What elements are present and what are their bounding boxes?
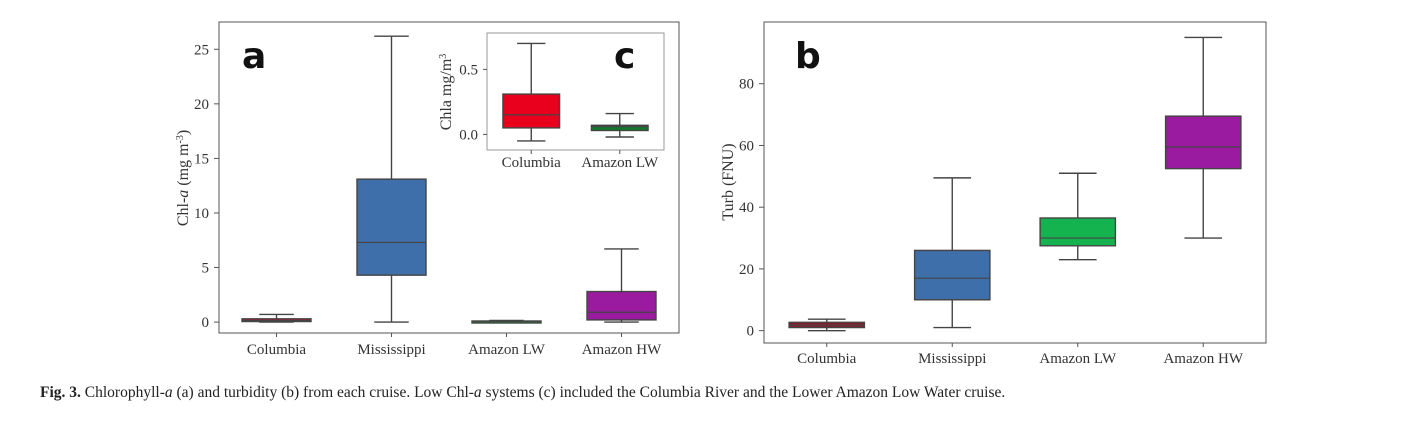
panel-b-ylabel: Turb (FNU) — [720, 143, 737, 220]
panel-a-ytick-label: 5 — [202, 261, 210, 277]
panel-c-ylabel: Chla mg/m3 — [438, 54, 456, 131]
panel-b-xtick-label: Amazon LW — [1039, 351, 1117, 367]
panel-b-ytick-label: 60 — [739, 138, 754, 154]
box-amazon-hw — [1164, 115, 1242, 170]
panel-c-inset: 0.0 0.5 Columbia Amazon LW c Chla mg/m3 — [438, 32, 665, 171]
panel-a-ytick-label: 0 — [202, 315, 210, 331]
panel-a-xtick-label: Mississippi — [357, 342, 425, 358]
box-columbia — [502, 93, 561, 129]
figure-caption: Fig. 3. Chlorophyll-a (a) and turbidity … — [40, 384, 1006, 401]
panel-a-letter: a — [242, 36, 266, 77]
panel-b-xtick-label: Mississippi — [918, 351, 986, 367]
panel-c-letter: c — [614, 36, 635, 77]
panel-b-ytick-label: 40 — [739, 200, 754, 216]
panel-a: 0 5 10 15 20 25 Columbia Mississippi Amazon LW Am… — [175, 21, 680, 358]
box-amazon-lw — [1039, 217, 1117, 247]
box-mississippi — [913, 249, 991, 301]
panel-a-ytick-label: 15 — [194, 151, 209, 167]
panel-b-xtick-label: Amazon HW — [1163, 351, 1243, 367]
panel-b: 0 20 40 60 80 Columbia Mississippi Amazon LW Ama… — [720, 21, 1267, 367]
panel-a-xtick-label: Amazon LW — [468, 342, 546, 358]
panel-b-ytick-label: 0 — [747, 324, 755, 340]
panel-a-ytick-label: 25 — [194, 42, 209, 58]
panel-b-frame — [763, 21, 1267, 344]
panel-b-letter: b — [795, 36, 821, 77]
box-amazon-lw — [590, 124, 649, 132]
panel-b-ytick-label: 80 — [739, 77, 754, 93]
box-amazon-hw — [586, 290, 657, 321]
panel-c-xtick-label: Amazon LW — [581, 155, 659, 171]
panel-a-frame — [218, 21, 680, 334]
panel-c-ytick-label: 0.5 — [459, 62, 478, 78]
panel-c-frame — [486, 32, 665, 151]
panel-c-xtick-label: Columbia — [502, 155, 562, 171]
panel-b-ytick-label: 20 — [739, 262, 754, 278]
box-mississippi — [356, 178, 427, 276]
panel-a-xtick-label: Amazon HW — [582, 342, 662, 358]
panel-a-ylabel: Chl-a (mg m-3) — [175, 130, 193, 226]
panel-a-ytick-label: 20 — [194, 97, 209, 113]
panel-a-ytick-label: 10 — [194, 206, 209, 222]
panel-c-ytick-label: 0.0 — [459, 127, 478, 143]
panel-b-xtick-label: Columbia — [797, 351, 857, 367]
panel-a-xtick-label: Columbia — [247, 342, 307, 358]
